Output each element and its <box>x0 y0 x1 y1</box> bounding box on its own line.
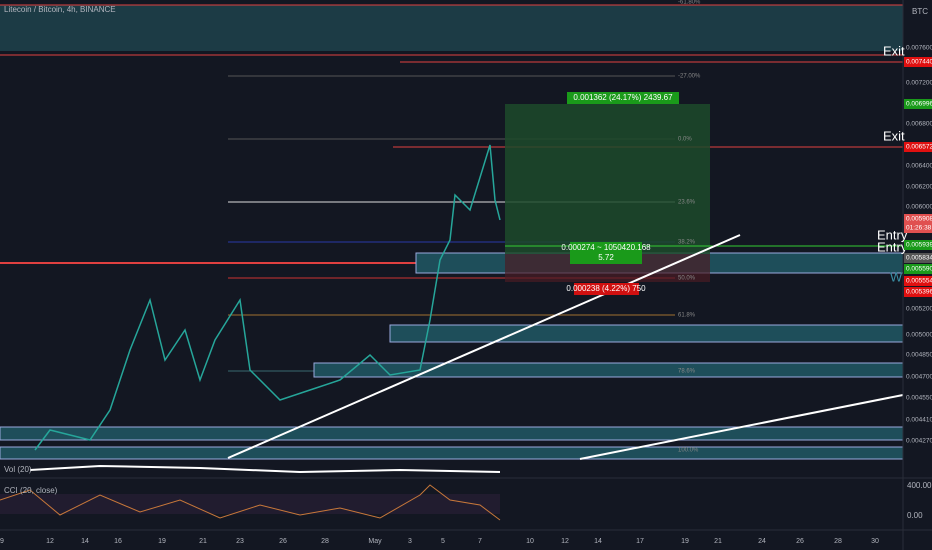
indicator-label: CCI (20, close) <box>4 486 58 495</box>
zone <box>0 5 903 51</box>
date-label: 19 <box>681 538 689 545</box>
zone <box>313 362 904 378</box>
date-label: 12 <box>46 538 54 545</box>
cci-tick: 0.00 <box>907 511 923 520</box>
label-box <box>570 242 642 264</box>
annotation: Entry <box>877 227 908 242</box>
cci-tick: 400.00 <box>907 481 932 490</box>
price-label: 0.006800 <box>906 121 932 128</box>
fib-label: 38.2% <box>678 240 696 246</box>
indicator-label: Vol (20) <box>4 465 32 474</box>
fib-label: -61.80% <box>678 0 701 6</box>
price-label: 0.006200 <box>906 184 932 191</box>
annotation: Exit <box>883 128 905 143</box>
price-tag <box>904 253 932 263</box>
annotation: W <box>890 269 903 284</box>
currency: BTC <box>912 7 928 16</box>
price-label: 0.007600 <box>906 45 932 52</box>
date-label: 14 <box>81 538 89 545</box>
date-label: 7 <box>478 538 482 545</box>
trend-line <box>227 234 741 459</box>
date-label: 23 <box>236 538 244 545</box>
price-label: 0.006400 <box>906 163 932 170</box>
price-tag <box>904 287 932 297</box>
date-label: 10 <box>526 538 534 545</box>
date-label: 21 <box>714 538 722 545</box>
ratio-label: 5.72 <box>598 253 614 262</box>
price-label: 0.005590 <box>906 266 932 273</box>
date-label: 28 <box>834 538 842 545</box>
cci-line <box>0 484 501 521</box>
date-label: 21 <box>199 538 207 545</box>
price-label: 0.004270 <box>906 438 932 445</box>
date-label: 12 <box>561 538 569 545</box>
date-label: 9 <box>0 538 4 545</box>
price-label: 0.004410 <box>906 417 932 424</box>
fib-label: 23.6% <box>678 200 696 206</box>
profit-zone <box>505 104 710 254</box>
price-label: 0.005554 <box>906 278 932 285</box>
date-label: 17 <box>636 538 644 545</box>
date-label: 24 <box>758 538 766 545</box>
symbol: Litecoin / Bitcoin, 4h, BINANCE <box>4 5 116 14</box>
price-label: 0.005939 <box>906 242 932 249</box>
price-label: 0.006000 <box>906 204 932 211</box>
fib-label: 61.8% <box>678 313 696 319</box>
price-label: 0.005200 <box>906 306 932 313</box>
volume-ma <box>29 464 501 474</box>
position-label: 0.000274 ~ 1050420.168 <box>561 243 651 252</box>
trend-line <box>579 394 904 460</box>
price-path <box>34 144 501 451</box>
price-tag <box>904 57 932 67</box>
date-label: 19 <box>158 538 166 545</box>
price-label: 0.005000 <box>906 332 932 339</box>
price-label: 0.004550 <box>906 395 932 402</box>
stop-label: 0.000238 (4.22%) 750 <box>566 284 646 293</box>
date-label: 26 <box>279 538 287 545</box>
fib-label: 100.0% <box>678 448 699 454</box>
date-label: 26 <box>796 538 804 545</box>
date-label: 14 <box>594 538 602 545</box>
annotation: Exit <box>883 43 905 58</box>
cci-band <box>0 494 500 514</box>
price-label: 0.004850 <box>906 352 932 359</box>
price-tag <box>904 214 932 224</box>
price-label: 01:26:38 <box>906 225 932 232</box>
zone <box>0 446 904 460</box>
target-label: 0.001362 (24.17%) 2439.67 <box>573 93 673 102</box>
date-label: 5 <box>441 538 445 545</box>
date-label: 16 <box>114 538 122 545</box>
date-label: 3 <box>408 538 412 545</box>
price-label: 0.006572 <box>906 144 932 151</box>
zone <box>389 324 904 343</box>
fib-label: 78.6% <box>678 369 696 375</box>
date-label: May <box>368 538 382 545</box>
label-box <box>567 92 679 104</box>
price-label: 0.007440 <box>906 59 932 66</box>
zone <box>0 426 904 441</box>
fib-label: 50.0% <box>678 276 696 282</box>
price-label: 0.004700 <box>906 374 932 381</box>
label-box <box>574 283 639 295</box>
price-tag <box>904 264 932 274</box>
price-tag <box>904 240 932 250</box>
fib-label: -27.00% <box>678 74 701 80</box>
price-tag <box>904 223 932 233</box>
price-label: 0.005908 <box>906 216 932 223</box>
price-label: 0.007200 <box>906 80 932 87</box>
price-label: 0.005834 <box>906 255 932 262</box>
price-tag <box>904 142 932 152</box>
price-label: 0.006996 <box>906 101 932 108</box>
date-label: 28 <box>321 538 329 545</box>
price-label: 0.005396 <box>906 289 932 296</box>
price-tag <box>904 99 932 109</box>
date-label: 30 <box>871 538 879 545</box>
price-tag <box>904 276 932 286</box>
annotation: Entry <box>877 239 908 254</box>
fib-label: 0.0% <box>678 137 692 143</box>
